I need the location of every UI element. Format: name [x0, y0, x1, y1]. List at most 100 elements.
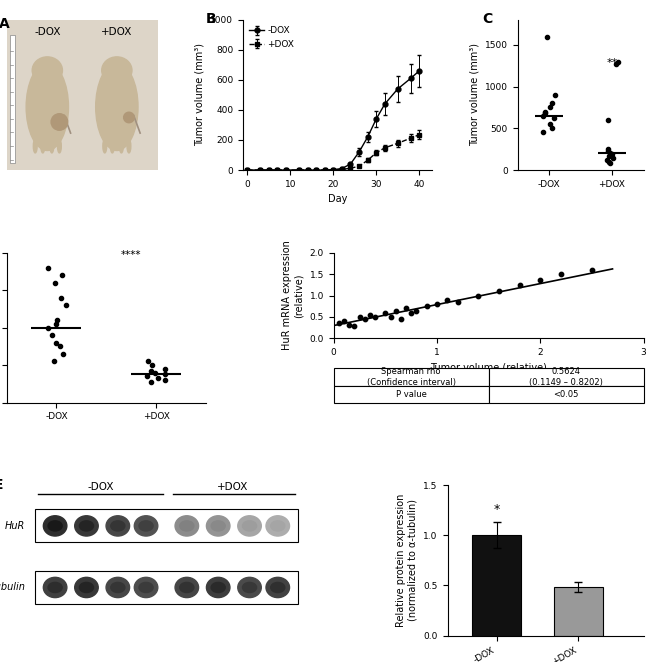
Ellipse shape	[139, 583, 153, 592]
Point	[396, 314, 406, 324]
Point	[605, 158, 616, 169]
Y-axis label: HuR mRNA expression
(relative): HuR mRNA expression (relative)	[283, 240, 304, 350]
Ellipse shape	[44, 516, 67, 536]
Ellipse shape	[82, 522, 91, 530]
Point	[535, 275, 545, 286]
Point	[421, 301, 432, 312]
Ellipse shape	[110, 519, 126, 533]
Point	[49, 356, 59, 367]
Ellipse shape	[41, 140, 45, 153]
Ellipse shape	[141, 583, 151, 592]
Ellipse shape	[213, 583, 223, 592]
Ellipse shape	[273, 522, 283, 530]
Ellipse shape	[211, 583, 226, 592]
Point	[333, 318, 344, 329]
Ellipse shape	[51, 522, 60, 530]
Point	[344, 319, 354, 330]
Point	[547, 98, 557, 109]
Ellipse shape	[48, 583, 62, 592]
Point	[611, 59, 621, 70]
Ellipse shape	[210, 519, 226, 533]
Ellipse shape	[207, 516, 230, 536]
Ellipse shape	[179, 581, 195, 594]
Text: -DOX: -DOX	[34, 27, 60, 37]
Bar	[34, 571, 298, 604]
Ellipse shape	[26, 64, 68, 150]
Ellipse shape	[241, 519, 258, 533]
Ellipse shape	[75, 516, 98, 536]
Text: *: *	[493, 503, 500, 516]
Ellipse shape	[182, 583, 192, 592]
Point	[56, 293, 66, 303]
Ellipse shape	[48, 521, 62, 531]
Ellipse shape	[79, 521, 94, 531]
Point	[142, 371, 152, 382]
Point	[603, 144, 613, 154]
Ellipse shape	[180, 521, 194, 531]
Ellipse shape	[245, 583, 254, 592]
Ellipse shape	[270, 519, 286, 533]
Ellipse shape	[270, 581, 286, 594]
Ellipse shape	[242, 583, 257, 592]
Ellipse shape	[135, 577, 158, 598]
Ellipse shape	[175, 577, 199, 598]
Ellipse shape	[33, 140, 37, 153]
Point	[604, 147, 615, 158]
Point	[150, 367, 161, 378]
Text: +DOX: +DOX	[101, 27, 133, 37]
Bar	[34, 509, 298, 542]
Point	[339, 316, 349, 326]
Ellipse shape	[139, 521, 153, 531]
Ellipse shape	[238, 577, 261, 598]
Ellipse shape	[111, 521, 125, 531]
Point	[545, 102, 556, 113]
Point	[587, 265, 597, 275]
Text: ****: ****	[121, 250, 142, 260]
Point	[401, 303, 411, 314]
Point	[607, 148, 618, 159]
Text: A: A	[0, 17, 10, 31]
Point	[545, 119, 556, 130]
Ellipse shape	[79, 583, 94, 592]
Bar	[472, 536, 521, 636]
Ellipse shape	[266, 516, 289, 536]
Point	[55, 341, 65, 352]
Ellipse shape	[270, 583, 285, 592]
Ellipse shape	[266, 577, 289, 598]
Ellipse shape	[127, 140, 131, 153]
Point	[604, 156, 615, 167]
Point	[153, 373, 164, 383]
Point	[365, 310, 375, 320]
Point	[608, 152, 619, 163]
Y-axis label: Tumor volume (mm³): Tumor volume (mm³)	[469, 44, 479, 146]
Point	[442, 295, 452, 305]
Point	[411, 305, 422, 316]
Ellipse shape	[51, 583, 60, 592]
Ellipse shape	[179, 519, 195, 533]
Ellipse shape	[270, 521, 285, 531]
Ellipse shape	[82, 583, 91, 592]
Point	[556, 269, 566, 279]
Ellipse shape	[103, 140, 107, 153]
Point	[160, 375, 170, 385]
Y-axis label: Tumor volume (mm³): Tumor volume (mm³)	[195, 44, 205, 146]
Ellipse shape	[175, 516, 199, 536]
Ellipse shape	[273, 583, 283, 592]
Point	[52, 315, 62, 326]
Point	[51, 318, 62, 329]
Ellipse shape	[135, 516, 158, 536]
Point	[385, 312, 396, 322]
Point	[359, 314, 370, 324]
Point	[146, 366, 156, 377]
Ellipse shape	[57, 140, 61, 153]
Point	[354, 312, 365, 322]
Ellipse shape	[210, 581, 226, 594]
Ellipse shape	[141, 522, 151, 530]
Point	[613, 56, 623, 67]
Ellipse shape	[245, 522, 254, 530]
Point	[540, 107, 550, 117]
Text: **: **	[606, 58, 618, 68]
Legend: -DOX, +DOX: -DOX, +DOX	[248, 24, 296, 50]
Ellipse shape	[50, 140, 54, 153]
Ellipse shape	[106, 516, 129, 536]
